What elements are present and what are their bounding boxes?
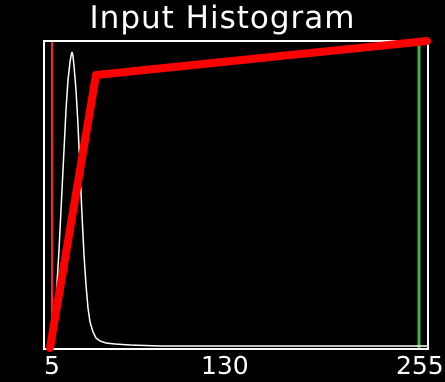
mapping-curve[interactable] [46, 37, 431, 352]
plot-frame [43, 40, 429, 350]
tick-label-min: 5 [44, 351, 60, 380]
tick-label-max: 255 [396, 351, 444, 380]
tick-label-mid: 130 [201, 351, 249, 380]
histogram-line [47, 51, 427, 347]
histogram-title: Input Histogram [89, 0, 356, 36]
